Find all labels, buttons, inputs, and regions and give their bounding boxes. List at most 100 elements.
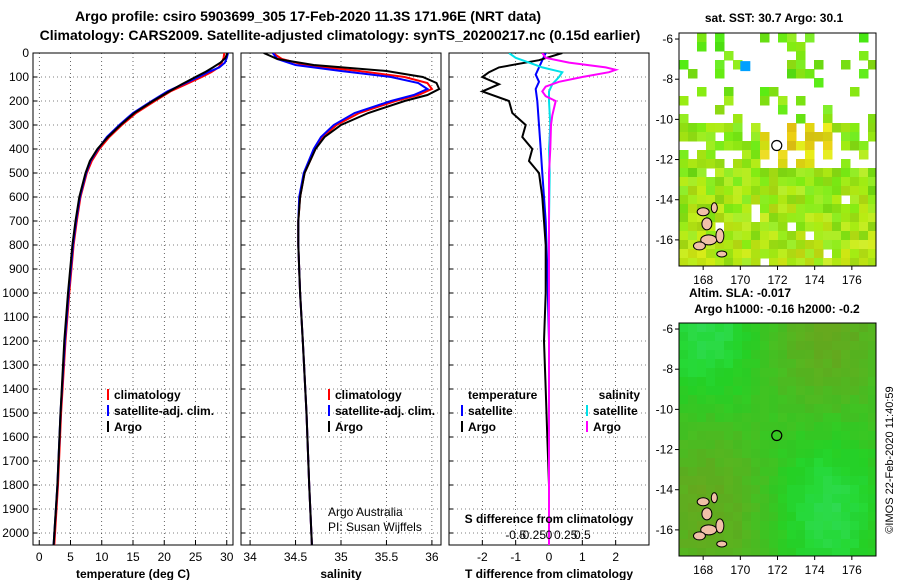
map-cell xyxy=(733,458,743,468)
map-cell xyxy=(841,141,851,151)
map-cell xyxy=(733,159,743,169)
map-cell xyxy=(742,323,752,333)
map-cell xyxy=(679,231,689,241)
map-cell xyxy=(823,240,833,250)
map-cell xyxy=(841,204,851,214)
map-cell xyxy=(796,368,806,378)
map-cell xyxy=(688,213,698,223)
map-cell xyxy=(823,114,833,124)
map-cell xyxy=(679,494,689,504)
map-cell xyxy=(841,240,851,250)
map-cell xyxy=(823,431,833,441)
map-cell xyxy=(796,485,806,495)
map-cell xyxy=(796,449,806,459)
map-cell xyxy=(859,539,869,549)
map-cell xyxy=(787,467,797,477)
map-cell xyxy=(805,476,815,486)
map-cell xyxy=(814,395,824,405)
map-cell xyxy=(868,476,876,486)
map-cell xyxy=(805,323,815,333)
map-cell xyxy=(688,494,698,504)
map-cell xyxy=(850,413,860,423)
y-tick-label: 2000 xyxy=(2,526,29,540)
map-cell xyxy=(688,395,698,405)
map-cell xyxy=(715,33,725,43)
map-cell xyxy=(850,350,860,360)
map-cell xyxy=(796,521,806,531)
y-tick-label: 500 xyxy=(9,166,29,180)
map-cell xyxy=(778,359,788,369)
map-cell xyxy=(679,240,689,250)
map-cell xyxy=(715,449,725,459)
map-y-tick-label: -8 xyxy=(662,362,673,376)
map-cell xyxy=(697,186,707,196)
map-cell xyxy=(742,240,752,250)
map-cell xyxy=(832,449,842,459)
map-cell xyxy=(724,195,734,205)
map-cell xyxy=(823,204,833,214)
map-cell xyxy=(679,368,689,378)
map-cell xyxy=(868,123,876,133)
map-cell xyxy=(832,422,842,432)
map-cell xyxy=(787,386,797,396)
map-cell xyxy=(733,431,743,441)
map-cell xyxy=(688,539,698,549)
y-tick-label: 100 xyxy=(9,70,29,84)
map-cell xyxy=(868,195,876,205)
map-cell xyxy=(706,195,716,205)
map-cell xyxy=(733,114,743,124)
map-cell xyxy=(823,177,833,187)
map-cell xyxy=(823,332,833,342)
map-cell xyxy=(868,494,876,504)
map-cell xyxy=(679,503,689,513)
map-cell xyxy=(769,341,779,351)
map-cell xyxy=(769,413,779,423)
x-tick-label: 34.5 xyxy=(284,550,308,564)
map-cell xyxy=(688,323,698,333)
map-cell xyxy=(778,530,788,540)
map-cell xyxy=(724,132,734,142)
map-cell xyxy=(823,422,833,432)
map-cell xyxy=(805,195,815,205)
map-cell xyxy=(868,231,876,241)
map-cell xyxy=(823,213,833,223)
map-cell xyxy=(688,386,698,396)
legend-label: climatology xyxy=(335,388,402,402)
map-cell xyxy=(832,249,842,259)
map-cell xyxy=(715,485,725,495)
map-cell xyxy=(679,377,689,387)
map-cell xyxy=(778,404,788,414)
map-cell xyxy=(814,249,824,259)
map-cell xyxy=(778,440,788,450)
map-cell xyxy=(742,404,752,414)
map-cell xyxy=(859,168,869,178)
map-y-tick-label: -10 xyxy=(656,112,674,126)
credit-text: ©IMOS 22-Feb-2020 11:40:59 xyxy=(884,386,896,533)
map-cell xyxy=(778,467,788,477)
map-cell xyxy=(841,548,851,556)
map-cell xyxy=(850,240,860,250)
map-cell xyxy=(679,60,689,70)
map-cell xyxy=(823,377,833,387)
map-cell xyxy=(814,240,824,250)
map-cell xyxy=(679,132,689,142)
map-cell xyxy=(706,159,716,169)
map-cell xyxy=(805,222,815,232)
map-cell xyxy=(679,150,689,160)
salinity-series xyxy=(263,53,441,545)
map-cell xyxy=(760,33,770,43)
map-cell xyxy=(679,512,689,522)
map-cell xyxy=(724,467,734,477)
map-cell xyxy=(850,258,860,266)
map-cell xyxy=(742,422,752,432)
map-cell xyxy=(679,431,689,441)
map-cell xyxy=(688,521,698,531)
map-cell xyxy=(805,413,815,423)
map-cell xyxy=(778,258,788,266)
map-cell xyxy=(796,42,806,52)
map-cell xyxy=(751,404,761,414)
map-cell xyxy=(814,132,824,142)
map-cell xyxy=(868,467,876,477)
map-cell xyxy=(742,159,752,169)
map-cell xyxy=(814,78,824,88)
